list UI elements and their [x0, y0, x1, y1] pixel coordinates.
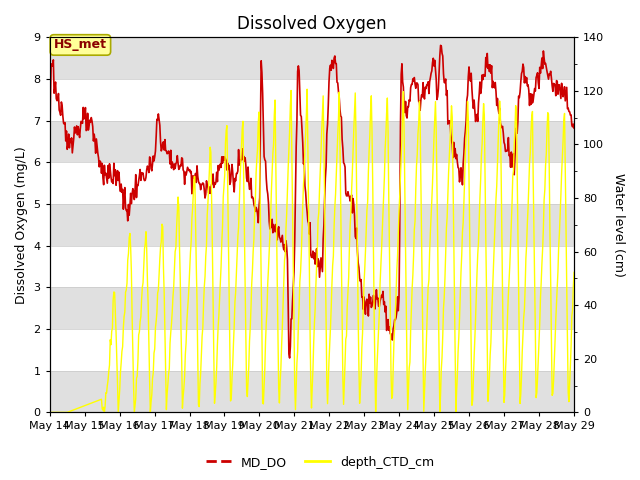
Bar — [50, 204, 574, 246]
Title: Dissolved Oxygen: Dissolved Oxygen — [237, 15, 387, 33]
Y-axis label: Water level (cm): Water level (cm) — [612, 173, 625, 277]
Bar — [50, 288, 574, 329]
Bar — [50, 371, 574, 412]
Legend: MD_DO, depth_CTD_cm: MD_DO, depth_CTD_cm — [200, 451, 440, 474]
Y-axis label: Dissolved Oxygen (mg/L): Dissolved Oxygen (mg/L) — [15, 146, 28, 304]
Bar — [50, 120, 574, 162]
Text: HS_met: HS_met — [54, 38, 107, 51]
Bar — [50, 37, 574, 79]
